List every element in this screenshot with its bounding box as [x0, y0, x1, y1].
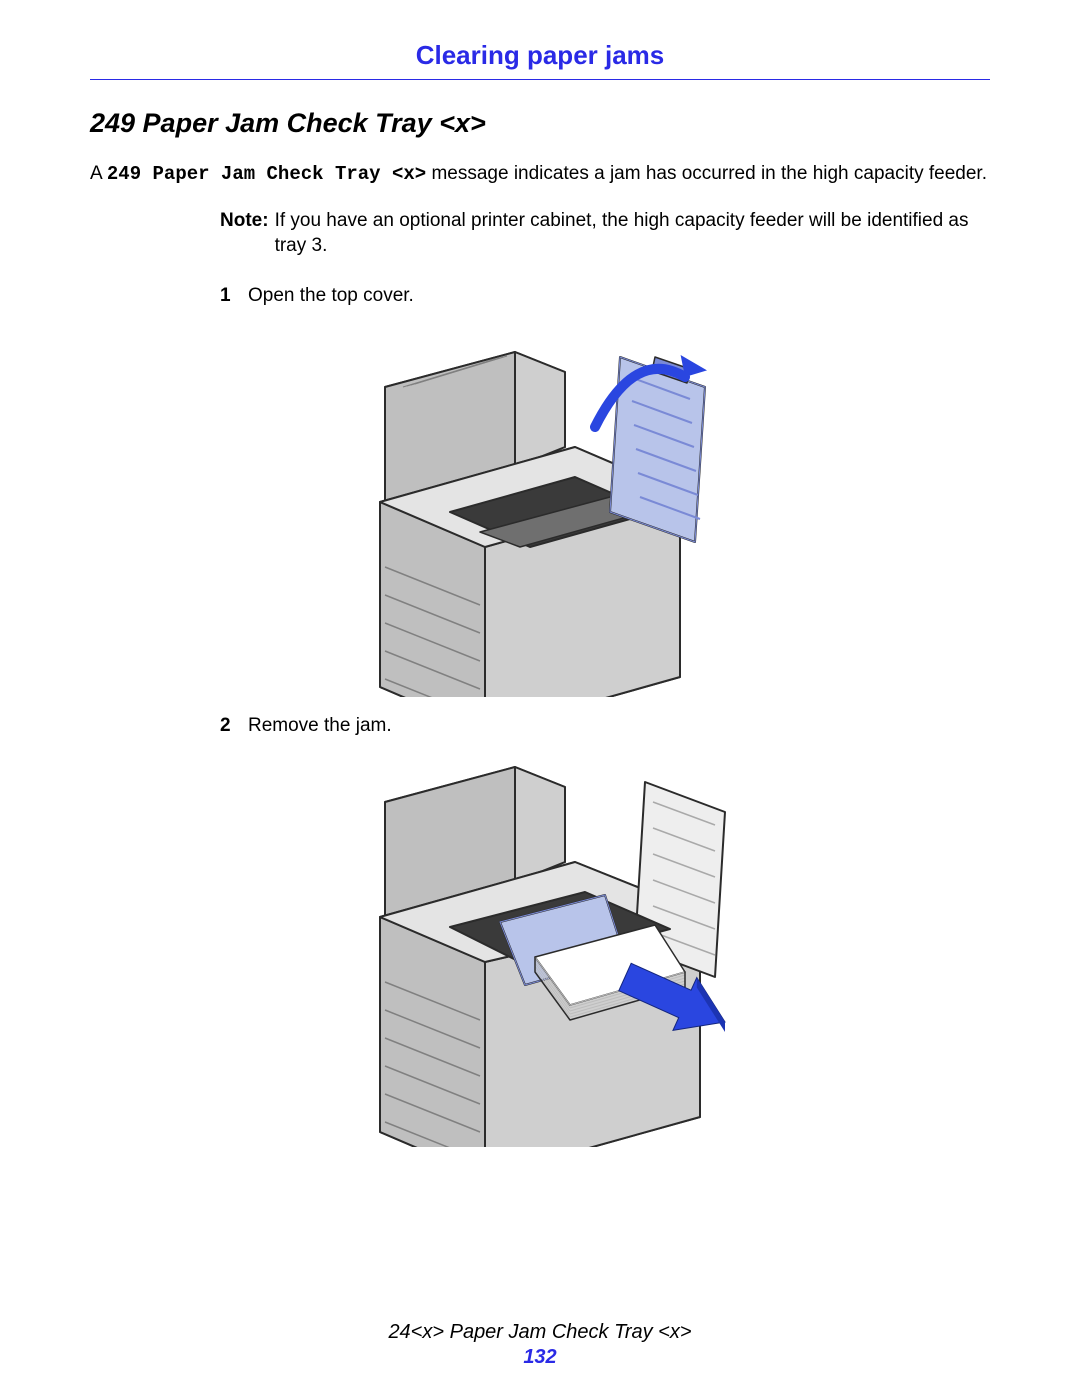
step-2-number: 2: [220, 715, 248, 737]
figure-1: [325, 317, 755, 697]
step-1: 1 Open the top cover.: [220, 285, 990, 307]
page-header-title: Clearing paper jams: [90, 40, 990, 71]
step-1-text: Open the top cover.: [248, 285, 990, 307]
note: Note: If you have an optional printer ca…: [220, 208, 990, 259]
footer-page-number: 132: [0, 1346, 1080, 1369]
intro-code: 249 Paper Jam Check Tray <x>: [107, 163, 426, 185]
step-1-number: 1: [220, 285, 248, 307]
step-2: 2 Remove the jam.: [220, 715, 990, 737]
figure-2: [325, 747, 755, 1147]
header-rule: [90, 79, 990, 80]
footer-title: 24<x> Paper Jam Check Tray <x>: [0, 1321, 1080, 1344]
note-text: If you have an optional printer cabinet,…: [275, 208, 990, 259]
figure-2-wrap: [90, 747, 990, 1147]
section-title: 249 Paper Jam Check Tray <x>: [90, 108, 990, 139]
intro-after: message indicates a jam has occurred in …: [426, 163, 987, 184]
intro-paragraph: A 249 Paper Jam Check Tray <x> message i…: [90, 161, 990, 188]
intro-before: A: [90, 163, 107, 184]
note-label: Note:: [220, 208, 269, 259]
footer: 24<x> Paper Jam Check Tray <x> 132: [0, 1321, 1080, 1369]
page: Clearing paper jams 249 Paper Jam Check …: [0, 0, 1080, 1397]
step-1-text: Remove the jam.: [248, 715, 990, 737]
figure-1-wrap: [90, 317, 990, 697]
page-header: Clearing paper jams: [90, 40, 990, 71]
